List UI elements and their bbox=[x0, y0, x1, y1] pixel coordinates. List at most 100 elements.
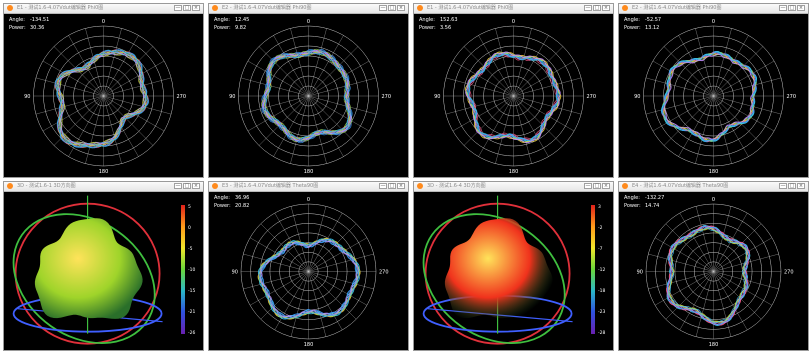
app-circle-icon[interactable] bbox=[417, 5, 423, 11]
radiation-body bbox=[444, 218, 553, 319]
app-circle-icon[interactable] bbox=[7, 5, 13, 11]
polar-plot[interactable]: 0 180 90 270 bbox=[619, 191, 808, 350]
window-title: 3D - 测试1.6-1 3D方向图 bbox=[17, 183, 76, 189]
maximize-icon[interactable]: □ bbox=[388, 5, 396, 11]
grid-spoke bbox=[695, 28, 714, 97]
grid-spoke bbox=[463, 46, 514, 97]
angle-label: Angle: bbox=[624, 17, 640, 23]
minimize-icon[interactable]: — bbox=[174, 183, 182, 189]
close-icon[interactable]: × bbox=[797, 183, 805, 189]
polar-plot[interactable]: 0 180 90 270 bbox=[4, 13, 203, 177]
angle-tick-label: 180 bbox=[709, 169, 719, 175]
grid-spoke bbox=[249, 271, 309, 306]
grid-spoke bbox=[290, 28, 309, 97]
window-titlebar[interactable]: E2 - 测试1.6-4.07Vdut编辑器 Phi90图 — □ × bbox=[619, 4, 808, 14]
maximize-icon[interactable]: □ bbox=[183, 183, 191, 189]
close-icon[interactable]: × bbox=[192, 183, 200, 189]
minimize-icon[interactable]: — bbox=[779, 5, 787, 11]
power-label: Power: bbox=[624, 25, 641, 31]
polar-plot[interactable]: 0 180 90 270 bbox=[209, 191, 408, 350]
polar-grid bbox=[443, 25, 584, 167]
polar-plot[interactable]: 0 180 90 270 bbox=[414, 13, 613, 177]
app-circle-icon[interactable] bbox=[212, 183, 218, 189]
pattern-3d-view[interactable]: 3 -2 -7 -12 -18 -23 -28 bbox=[414, 191, 613, 350]
app-circle-icon[interactable] bbox=[417, 183, 423, 189]
maximize-icon[interactable]: □ bbox=[788, 183, 796, 189]
maximize-icon[interactable]: □ bbox=[788, 5, 796, 11]
grid-spoke bbox=[85, 95, 104, 164]
polar-grid bbox=[643, 25, 784, 167]
grid-spoke bbox=[243, 271, 309, 290]
window-titlebar[interactable]: E1 - 测试1.6-4.07Vdut编辑器 Phi0图 — □ × bbox=[414, 4, 613, 14]
power-value: 9.82 bbox=[235, 25, 247, 31]
y-axis-ring bbox=[12, 213, 156, 344]
app-circle-icon[interactable] bbox=[212, 5, 218, 11]
window-titlebar[interactable]: E1 - 测试1.6-4.07Vdut编辑器 Phi0图 — □ × bbox=[4, 4, 203, 14]
minimize-icon[interactable]: — bbox=[174, 5, 182, 11]
grid-spoke bbox=[247, 60, 309, 97]
window-titlebar[interactable]: 3D - 测试1.6-1 3D方向图 — □ × bbox=[4, 182, 203, 192]
angle-tick-label: 90 bbox=[24, 94, 30, 100]
scale-tick-label: -21 bbox=[188, 309, 195, 315]
window-titlebar[interactable]: E4 - 测试1.6-4.07Vdut编辑器 Theta90图 — □ × bbox=[619, 182, 808, 192]
polar-plot[interactable]: 0 180 90 270 bbox=[619, 13, 808, 177]
close-icon[interactable]: × bbox=[192, 5, 200, 11]
polar-plot[interactable]: 0 180 90 270 bbox=[209, 13, 408, 177]
grid-spoke bbox=[240, 95, 309, 115]
pattern-trace bbox=[264, 52, 350, 140]
grid-spoke bbox=[308, 95, 327, 164]
close-icon[interactable]: × bbox=[602, 183, 610, 189]
grid-spoke bbox=[713, 28, 732, 97]
angle-tick-label: 180 bbox=[304, 169, 314, 175]
grid-spoke bbox=[103, 95, 172, 115]
power-label: Power: bbox=[624, 203, 641, 209]
grid-spoke bbox=[478, 35, 514, 97]
angle-label: Angle: bbox=[214, 195, 230, 201]
app-circle-icon[interactable] bbox=[622, 5, 628, 11]
close-icon[interactable]: × bbox=[397, 183, 405, 189]
maximize-icon[interactable]: □ bbox=[183, 5, 191, 11]
angle-tick-label: 0 bbox=[102, 19, 105, 25]
pattern-window-2[interactable]: E2 - 测试1.6-4.07Vdut编辑器 Phi90图 — □ × Angle: 12… bbox=[208, 3, 409, 178]
grid-spoke bbox=[648, 271, 714, 290]
grid-spoke bbox=[679, 212, 714, 272]
close-icon[interactable]: × bbox=[797, 5, 805, 11]
grid-spoke bbox=[645, 77, 714, 97]
grid-spoke bbox=[663, 95, 714, 146]
minimize-icon[interactable]: — bbox=[584, 5, 592, 11]
pattern-trace bbox=[258, 239, 360, 319]
pattern-window-4[interactable]: E2 - 测试1.6-4.07Vdut编辑器 Phi90图 — □ × Angle: -5… bbox=[618, 3, 809, 178]
pattern-3d-view[interactable]: 5 0 -5 -10 -15 -21 -26 bbox=[4, 191, 203, 350]
grid-spoke bbox=[495, 95, 514, 164]
pattern-window-1[interactable]: E1 - 测试1.6-4.07Vdut编辑器 Phi0图 — □ × Angle: -13… bbox=[3, 3, 204, 178]
pattern-window-6[interactable]: E3 - 测试1.6-4.07Vdut编辑器 Theta90图 — □ × Angle:… bbox=[208, 181, 409, 351]
cursor-readout: Angle: 12.45 Power: 9.82 bbox=[214, 16, 249, 32]
close-icon[interactable]: × bbox=[397, 5, 405, 11]
pattern-trace bbox=[54, 49, 149, 149]
power-value: 30.36 bbox=[30, 25, 45, 31]
app-circle-icon[interactable] bbox=[622, 183, 628, 189]
pattern-window-5[interactable]: 3D - 测试1.6-1 3D方向图 — □ × 5 0 -5 -10 -15 -21 -26 bbox=[3, 181, 204, 351]
window-titlebar[interactable]: E2 - 测试1.6-4.07Vdut编辑器 Phi90图 — □ × bbox=[209, 4, 408, 14]
grid-spoke bbox=[42, 60, 104, 97]
minimize-icon[interactable]: — bbox=[779, 183, 787, 189]
grid-spoke bbox=[665, 223, 714, 272]
angle-tick-label: 180 bbox=[509, 169, 519, 175]
app-circle-icon[interactable] bbox=[7, 183, 13, 189]
maximize-icon[interactable]: □ bbox=[593, 183, 601, 189]
window-titlebar[interactable]: E3 - 测试1.6-4.07Vdut编辑器 Theta90图 — □ × bbox=[209, 182, 408, 192]
pattern-window-7[interactable]: 3D - 测试1.6-4 3D方向图 — □ × 3 -2 -7 -12 -18 -23 -28 bbox=[413, 181, 614, 351]
minimize-icon[interactable]: — bbox=[379, 5, 387, 11]
grid-spoke bbox=[103, 95, 122, 164]
close-icon[interactable]: × bbox=[602, 5, 610, 11]
minimize-icon[interactable]: — bbox=[379, 183, 387, 189]
angle-value: -134.51 bbox=[30, 17, 50, 23]
pattern-window-3[interactable]: E1 - 测试1.6-4.07Vdut编辑器 Phi0图 — □ × Angle: 152… bbox=[413, 3, 614, 178]
pattern-window-8[interactable]: E4 - 测试1.6-4.07Vdut编辑器 Theta90图 — □ × Angle:… bbox=[618, 181, 809, 351]
minimize-icon[interactable]: — bbox=[584, 183, 592, 189]
grid-spoke bbox=[308, 95, 344, 157]
grid-spoke bbox=[665, 271, 714, 320]
maximize-icon[interactable]: □ bbox=[388, 183, 396, 189]
maximize-icon[interactable]: □ bbox=[593, 5, 601, 11]
window-titlebar[interactable]: 3D - 测试1.6-4 3D方向图 — □ × bbox=[414, 182, 613, 192]
